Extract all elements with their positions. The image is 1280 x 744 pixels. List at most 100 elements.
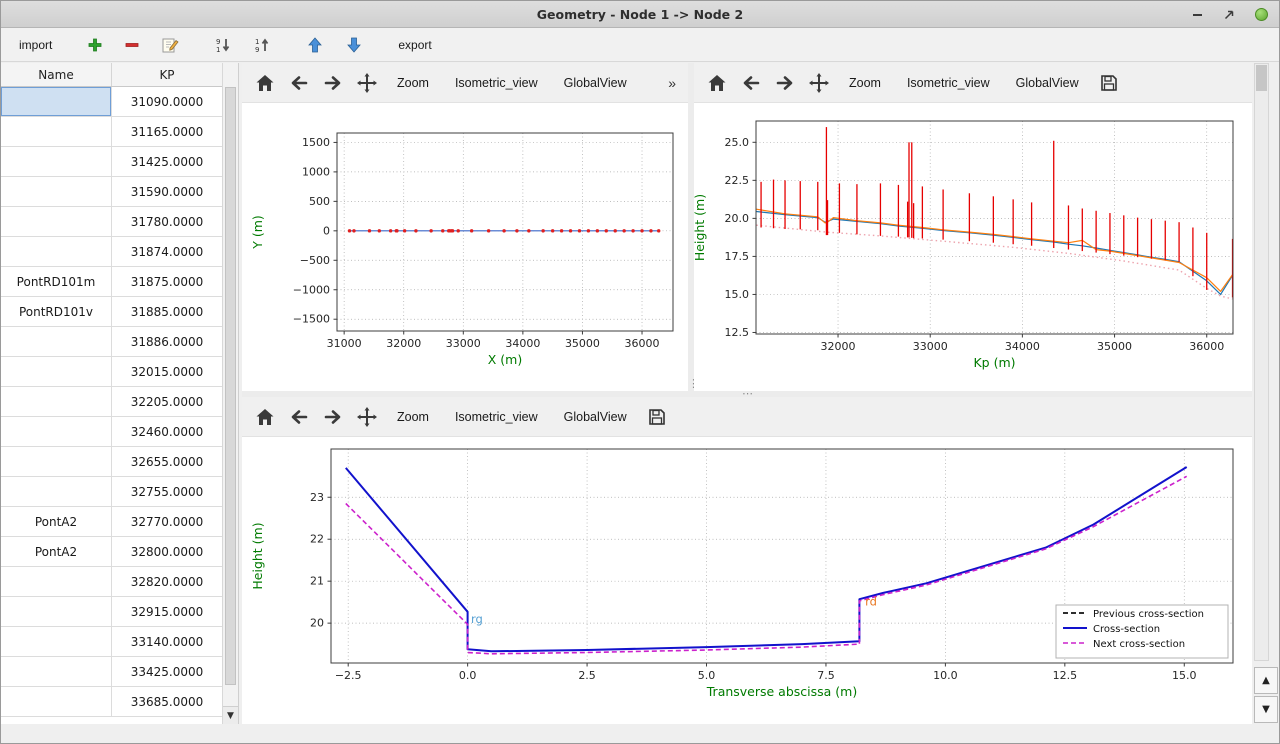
move-up-button[interactable] (300, 32, 330, 58)
name-cell[interactable] (1, 417, 112, 446)
forward-button[interactable] (318, 402, 348, 432)
svg-text:20.0: 20.0 (725, 212, 750, 225)
zoom-button[interactable]: Zoom (838, 68, 892, 98)
kp-cell[interactable]: 33685.0000 (112, 687, 223, 716)
kp-cell[interactable]: 31885.0000 (112, 297, 223, 326)
table-scrollbar[interactable]: ▼ (222, 63, 238, 724)
edit-button[interactable] (155, 32, 185, 58)
name-cell[interactable] (1, 177, 112, 206)
svg-text:5.0: 5.0 (698, 669, 716, 682)
name-cell[interactable] (1, 687, 112, 716)
kp-cell[interactable]: 31425.0000 (112, 147, 223, 176)
name-cell[interactable] (1, 237, 112, 266)
globalview-button[interactable]: GlobalView (553, 68, 638, 98)
title-bar[interactable]: Geometry - Node 1 -> Node 2 (1, 1, 1279, 28)
move-down-button[interactable] (339, 32, 369, 58)
zoom-button[interactable]: Zoom (386, 68, 440, 98)
name-cell[interactable] (1, 627, 112, 656)
horizontal-splitter[interactable]: ⋯ (242, 387, 1252, 400)
restore-button[interactable] (1221, 7, 1237, 23)
kp-cell[interactable]: 32755.0000 (112, 477, 223, 506)
home-button[interactable] (250, 68, 280, 98)
name-column-header[interactable]: Name (1, 63, 112, 86)
kp-cell[interactable]: 32800.0000 (112, 537, 223, 566)
name-cell[interactable] (1, 357, 112, 386)
pan-button[interactable] (352, 68, 382, 98)
isometric-view-button[interactable]: Isometric_view (444, 402, 549, 432)
back-button[interactable] (736, 68, 766, 98)
kp-cell[interactable]: 31590.0000 (112, 177, 223, 206)
kp-cell[interactable]: 32770.0000 (112, 507, 223, 536)
svg-text:Previous cross-section: Previous cross-section (1093, 609, 1204, 620)
kp-cell[interactable]: 32460.0000 (112, 417, 223, 446)
add-row-button[interactable] (81, 32, 109, 58)
kp-cell[interactable]: 32655.0000 (112, 447, 223, 476)
pan-button[interactable] (352, 402, 382, 432)
name-cell[interactable] (1, 207, 112, 236)
kp-cell[interactable]: 33425.0000 (112, 657, 223, 686)
isometric-view-button[interactable]: Isometric_view (444, 68, 549, 98)
name-cell[interactable] (1, 147, 112, 176)
kp-cell[interactable]: 31875.0000 (112, 267, 223, 296)
scroll-down-button[interactable]: ▼ (1254, 696, 1278, 723)
kp-cell[interactable]: 33140.0000 (112, 627, 223, 656)
name-cell[interactable] (1, 117, 112, 146)
name-cell[interactable]: PontA2 (1, 537, 112, 566)
right-scrollbar-thumb[interactable] (1256, 65, 1267, 91)
name-cell[interactable] (1, 597, 112, 626)
name-cell[interactable] (1, 657, 112, 686)
right-scrollbar[interactable] (1254, 63, 1269, 661)
save-icon (1100, 74, 1117, 91)
svg-text:Kp (m): Kp (m) (973, 355, 1015, 370)
kp-cell[interactable]: 31874.0000 (112, 237, 223, 266)
kp-cell[interactable]: 32205.0000 (112, 387, 223, 416)
globalview-button[interactable]: GlobalView (1005, 68, 1090, 98)
pan-button[interactable] (804, 68, 834, 98)
remove-row-button[interactable] (118, 32, 146, 58)
kp-cell[interactable]: 32915.0000 (112, 597, 223, 626)
table-scrollbar-thumb[interactable] (225, 87, 236, 685)
kp-cell[interactable]: 31886.0000 (112, 327, 223, 356)
name-cell[interactable]: PontA2 (1, 507, 112, 536)
save-button[interactable] (642, 402, 672, 432)
kp-column-header[interactable]: KP (112, 63, 223, 86)
plan-view-canvas[interactable]: 31000 32000 33000 34000 35000 36000 1500 1000 50… (242, 103, 688, 391)
import-button[interactable]: import (13, 32, 58, 58)
name-cell[interactable] (1, 387, 112, 416)
kp-cell[interactable]: 32820.0000 (112, 567, 223, 596)
home-button[interactable] (702, 68, 732, 98)
name-cell[interactable] (1, 567, 112, 596)
scroll-up-button[interactable]: ▲ (1254, 667, 1278, 694)
kp-cell[interactable]: 31090.0000 (112, 87, 223, 116)
export-button[interactable]: export (392, 32, 437, 58)
name-cell[interactable]: PontRD101m (1, 267, 112, 296)
svg-text:rg: rg (471, 612, 483, 626)
back-button[interactable] (284, 402, 314, 432)
zoom-button[interactable]: Zoom (386, 402, 440, 432)
save-button[interactable] (1094, 68, 1124, 98)
home-button[interactable] (250, 402, 280, 432)
vertical-splitter[interactable]: ⋮ (688, 63, 699, 391)
back-button[interactable] (284, 68, 314, 98)
close-button[interactable] (1253, 7, 1269, 23)
profile-canvas[interactable]: 32000 33000 34000 35000 36000 25.0 22.5 20.0 17.… (692, 103, 1252, 391)
name-cell[interactable] (1, 477, 112, 506)
svg-text:20: 20 (310, 617, 324, 630)
isometric-view-button[interactable]: Isometric_view (896, 68, 1001, 98)
name-cell[interactable] (1, 447, 112, 476)
kp-cell[interactable]: 31165.0000 (112, 117, 223, 146)
globalview-button[interactable]: GlobalView (553, 402, 638, 432)
kp-cell[interactable]: 32015.0000 (112, 357, 223, 386)
cross-section-canvas[interactable]: rg rd −2.5 0.0 2.5 5.0 7.5 10.0 12.5 15.0 20 21 22 23… (242, 437, 1252, 724)
name-cell[interactable]: PontRD101v (1, 297, 112, 326)
name-cell[interactable] (1, 87, 112, 116)
minimize-button[interactable] (1189, 7, 1205, 23)
toolbar-overflow-button[interactable]: » (664, 75, 680, 91)
forward-button[interactable] (318, 68, 348, 98)
name-cell[interactable] (1, 327, 112, 356)
table-scroll-down-button[interactable]: ▼ (223, 706, 238, 724)
forward-button[interactable] (770, 68, 800, 98)
kp-cell[interactable]: 31780.0000 (112, 207, 223, 236)
